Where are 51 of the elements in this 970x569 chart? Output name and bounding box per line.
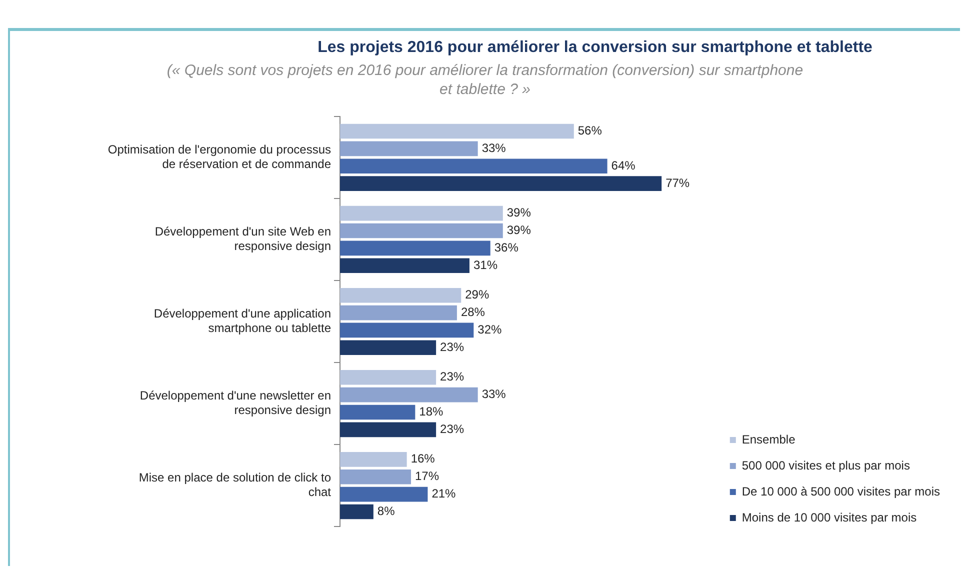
y-tick-label: Développement d'un site Web en responsive design [154,224,331,253]
y-tick-label: Mise en place de solution de click to chat [138,470,332,500]
bar [340,387,478,402]
data-label: 23% [440,340,464,354]
data-label: 31% [473,258,498,272]
data-label: 33% [482,387,506,402]
data-label: 16% [410,452,436,466]
bar [340,288,462,303]
data-label: 18% [419,404,444,419]
data-label: 23% [440,422,464,436]
data-label: 23% [440,370,464,384]
bar [340,486,428,502]
chart-subtitle: (« Quels sont vos projets en 2016 pour améliorer la transformation (conversion) sur smartphone et tablette ? » [166,61,804,99]
bar [340,141,478,156]
bar [340,422,436,438]
data-label: 64% [611,158,636,172]
y-tick-label: Optimisation de l'ergonomie du processus de réservation et de commande [108,142,332,171]
legend-label: Ensemble [742,432,796,446]
bar [340,340,436,356]
data-label: 29% [465,288,490,302]
bar [340,206,503,221]
bar [340,469,411,484]
data-label: 28% [460,305,486,320]
bar [340,258,470,274]
bar [340,452,407,467]
data-label: 39% [506,223,532,238]
chart-title: Les projets 2016 pour améliorer la conversion sur smartphone et tablette [316,39,874,57]
legend-label: Moins de 10 000 visites par mois [742,510,917,524]
bar [340,305,457,320]
legend-label: 500 000 visites et plus par mois [742,458,910,472]
data-label: 33% [482,141,506,156]
data-label: 77% [666,176,690,190]
y-tick-label: Développement d'une newsletter en responsive design [140,388,331,418]
data-label: 39% [506,206,532,220]
data-label: 56% [578,124,602,138]
data-label: 17% [415,469,440,484]
bar [340,504,374,520]
bar [340,176,662,191]
bar [340,370,436,385]
bar [340,240,490,256]
y-tick-label: Développement d'une application smartphone ou tablette [154,306,332,336]
bar [340,124,574,139]
legend-label: De 10 000 à 500 000 visites par mois [742,484,940,498]
data-label: 8% [377,504,396,518]
data-label: 36% [494,240,519,254]
bar [340,223,503,238]
bar [340,404,416,420]
data-label: 32% [478,322,502,337]
bar [340,322,474,338]
bar [340,158,608,174]
data-label: 21% [432,486,456,501]
